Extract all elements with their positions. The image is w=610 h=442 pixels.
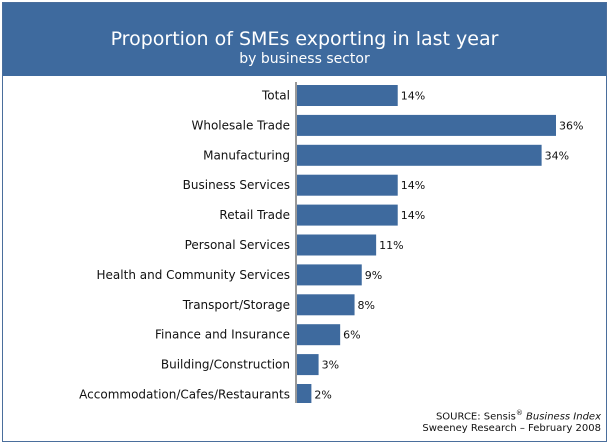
bar bbox=[297, 384, 312, 403]
chart-subtitle: by business sector bbox=[239, 51, 370, 67]
category-label: Transport/Storage bbox=[182, 298, 290, 312]
category-label: Building/Construction bbox=[161, 358, 290, 372]
source-note: SOURCE: Sensis® Business Index Sweeney R… bbox=[422, 407, 601, 435]
category-label: Finance and Insurance bbox=[155, 328, 290, 342]
bar bbox=[297, 174, 398, 196]
value-label: 9% bbox=[365, 269, 382, 282]
bar bbox=[297, 144, 542, 166]
category-label: Personal Services bbox=[185, 238, 290, 252]
bar bbox=[297, 85, 398, 106]
bar bbox=[297, 114, 556, 136]
value-label: 14% bbox=[401, 179, 425, 192]
bar bbox=[297, 294, 355, 316]
value-label: 8% bbox=[358, 299, 375, 312]
value-label: 2% bbox=[314, 389, 331, 402]
category-label: Business Services bbox=[183, 178, 290, 192]
value-label: 34% bbox=[545, 149, 569, 162]
bar bbox=[297, 234, 377, 256]
value-label: 14% bbox=[401, 209, 425, 222]
value-label: 11% bbox=[379, 239, 403, 252]
source-publication: Business Index bbox=[526, 411, 601, 423]
bar bbox=[297, 204, 398, 226]
value-label: 14% bbox=[401, 90, 425, 103]
chart-header: Proportion of SMEs exporting in last yea… bbox=[3, 3, 606, 76]
category-label: Accommodation/Cafes/Restaurants bbox=[79, 388, 290, 402]
source-line-1: SOURCE: Sensis® Business Index bbox=[422, 407, 601, 423]
value-label: 3% bbox=[322, 359, 339, 372]
bar-chart: Total 14% Wholesale Trade 36% Manufacturing 3… bbox=[79, 82, 583, 403]
category-label: Wholesale Trade bbox=[191, 118, 290, 132]
source-line-2: Sweeney Research – February 2008 bbox=[422, 423, 601, 435]
value-label: 36% bbox=[559, 119, 583, 132]
category-label: Manufacturing bbox=[203, 148, 290, 162]
category-label: Total bbox=[261, 89, 290, 103]
bar bbox=[297, 264, 362, 286]
chart-title: Proportion of SMEs exporting in last yea… bbox=[110, 28, 499, 50]
bar bbox=[297, 324, 341, 346]
bar bbox=[297, 354, 319, 376]
registered-mark: ® bbox=[515, 409, 523, 417]
category-label: Health and Community Services bbox=[97, 268, 290, 282]
source-prefix: SOURCE: Sensis bbox=[435, 411, 516, 423]
category-label: Retail Trade bbox=[219, 208, 290, 222]
value-label: 6% bbox=[343, 329, 360, 342]
